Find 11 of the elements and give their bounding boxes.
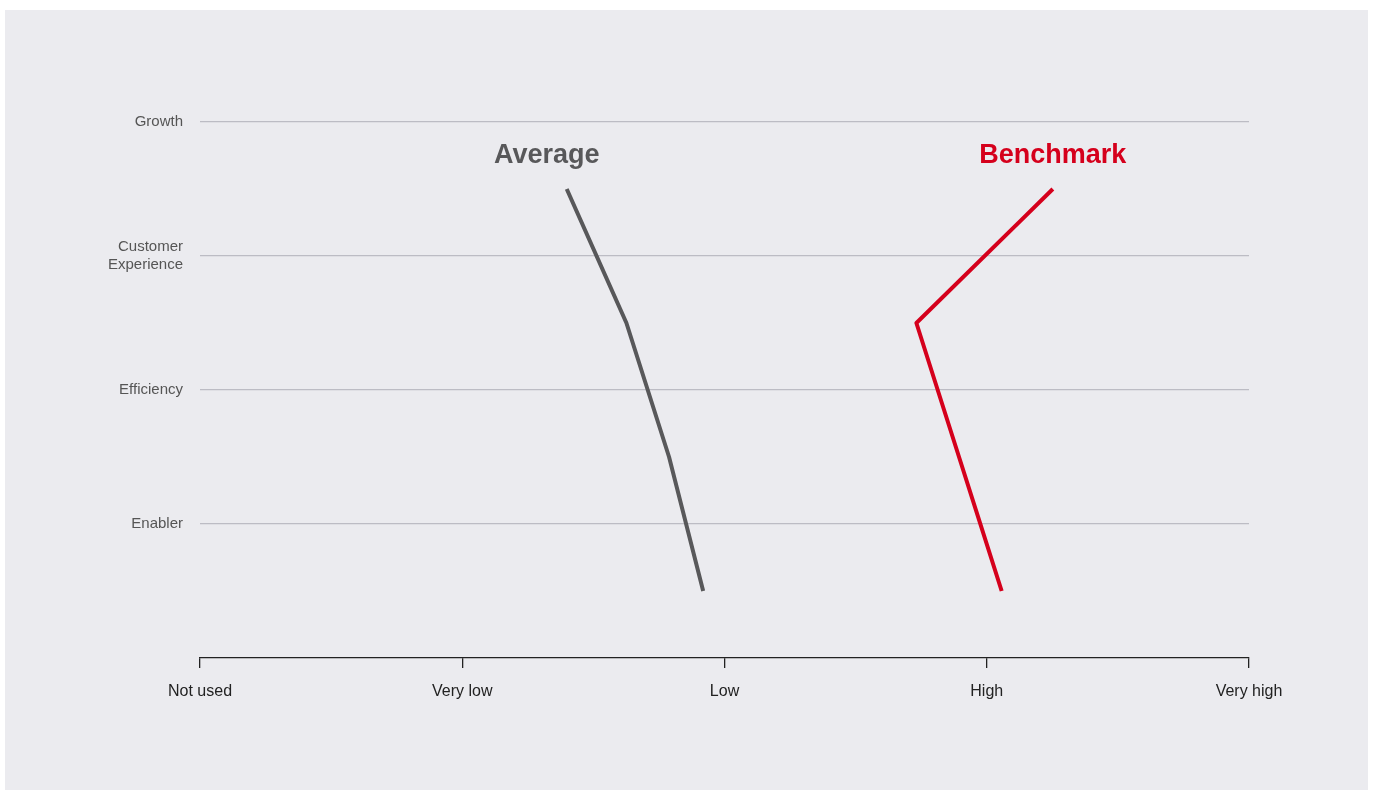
series-label: Average (493, 138, 600, 169)
text: High (970, 682, 1004, 700)
y-tick-label: Enabler (131, 514, 183, 532)
series-label: Benchmark (979, 138, 1128, 169)
y-tick-label: Customer Experience (107, 237, 183, 273)
text: Not used (167, 682, 233, 700)
text: Very high (1215, 682, 1283, 700)
y-tick-label: Efficiency (119, 380, 184, 398)
y-tick-label: Growth (134, 112, 183, 130)
text: Very low (432, 682, 493, 700)
text: Low (709, 682, 740, 700)
